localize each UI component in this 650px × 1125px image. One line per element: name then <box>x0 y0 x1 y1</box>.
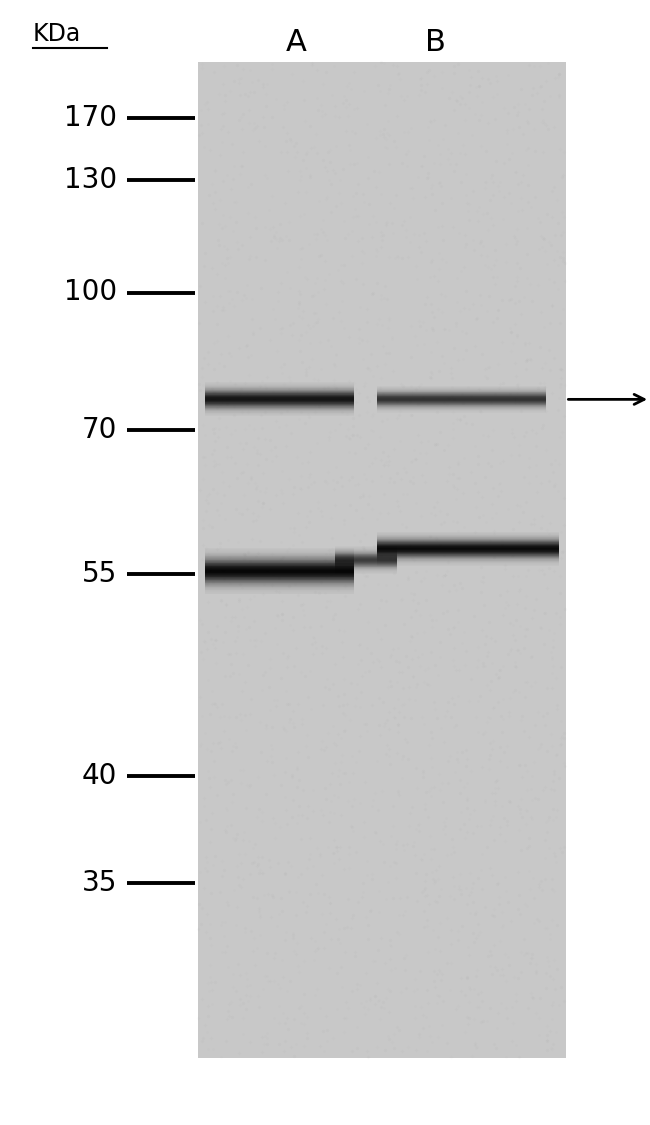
Text: A: A <box>285 28 306 57</box>
Text: 40: 40 <box>82 763 117 790</box>
Text: 170: 170 <box>64 105 117 132</box>
Text: B: B <box>425 28 446 57</box>
Text: 70: 70 <box>82 416 117 443</box>
Text: 55: 55 <box>82 560 117 587</box>
Text: 100: 100 <box>64 279 117 306</box>
Text: 35: 35 <box>82 870 117 897</box>
Text: 130: 130 <box>64 166 117 194</box>
Bar <box>198 62 566 1058</box>
Text: KDa: KDa <box>32 21 81 46</box>
